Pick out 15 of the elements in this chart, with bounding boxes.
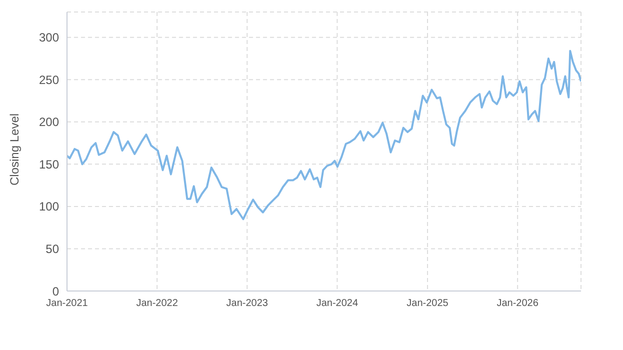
x-tick-label: Jan-2023	[226, 298, 268, 310]
y-tick-label: 150	[38, 157, 60, 172]
x-tick-label: Jan-2022	[136, 298, 178, 310]
y-tick-label: 100	[38, 200, 60, 214]
x-tick-label: Jan-2025	[406, 298, 449, 310]
y-tick-label: 250	[38, 72, 60, 87]
y-tick-label: 200	[38, 115, 60, 130]
x-tick-label: Jan-2026	[496, 298, 539, 310]
y-tick-label: 0	[52, 284, 60, 298]
y-tick-label: 50	[46, 242, 60, 256]
x-tick-label: Jan-2024	[316, 298, 358, 310]
line-series	[67, 50, 581, 220]
x-tick-label: Jan-2021	[46, 298, 88, 310]
y-axis-title: Closing Level	[7, 113, 22, 186]
y-tick-label: 300	[38, 30, 60, 45]
